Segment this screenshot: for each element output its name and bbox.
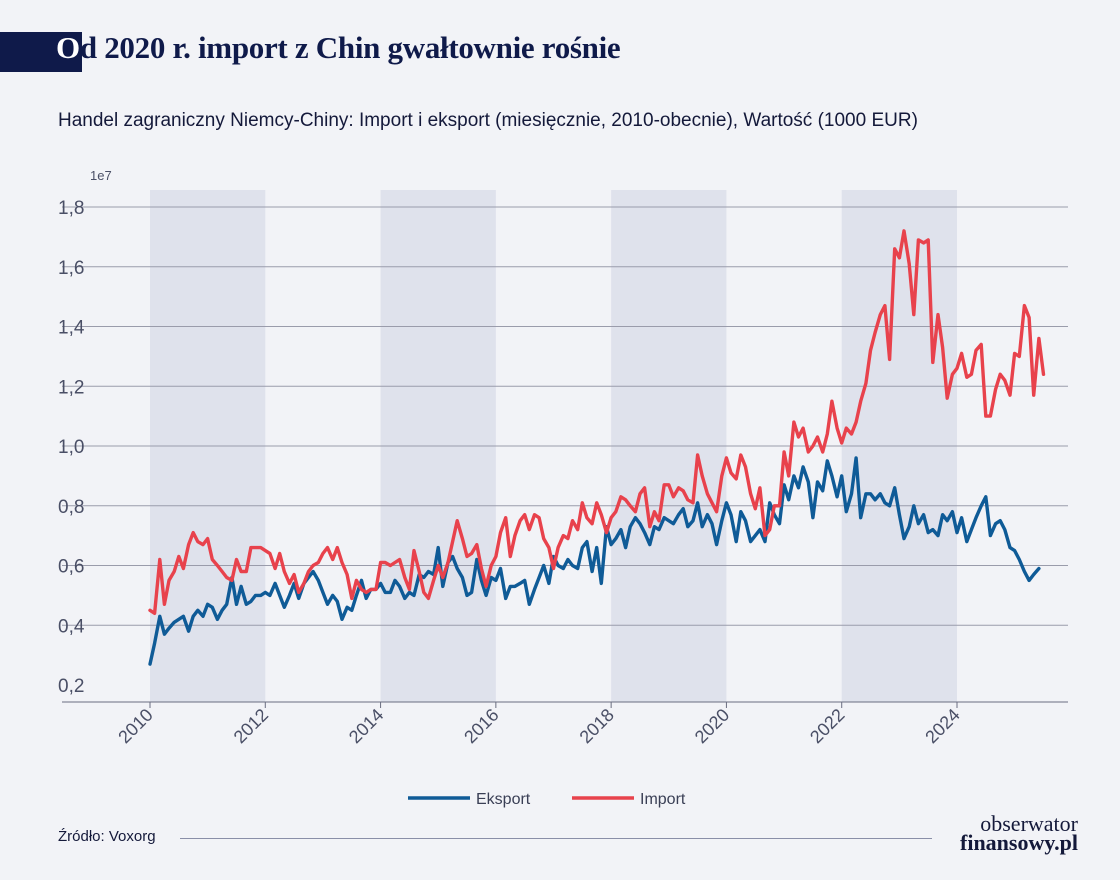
chart-subtitle: Handel zagraniczny Niemcy-Chiny: Import … — [58, 110, 918, 131]
title-text: d 2020 r. import z Chin gwałtownie rośni… — [79, 30, 621, 65]
page-title: Od 2020 r. import z Chin gwałtownie rośn… — [56, 30, 621, 66]
x-tick-label: 2018 — [576, 705, 618, 747]
y-tick-label: 1,6 — [58, 258, 84, 279]
y-tick-label: 1,2 — [58, 377, 84, 398]
x-tick-label: 2010 — [114, 705, 156, 747]
x-tick-label: 2020 — [691, 705, 733, 747]
x-tick-label: 2016 — [460, 705, 502, 747]
logo-line-1: obserwator — [980, 811, 1078, 836]
x-tick-label: 2024 — [921, 705, 963, 747]
y-tick-label: 0,6 — [58, 557, 84, 578]
title-accent-bar — [0, 32, 82, 72]
x-axis: 2010 2012 2014 2016 2018 2020 2022 2024 — [62, 701, 1068, 747]
brand-logo: obserwator finansowy.pl — [960, 811, 1078, 855]
logo-line-2: finansowy.pl — [960, 830, 1078, 855]
y-tick-label: 1,4 — [58, 318, 85, 339]
footer-divider — [180, 838, 932, 839]
y-tick-label: 0,2 — [58, 676, 84, 697]
series-lines — [148, 229, 1046, 666]
x-tick-label: 2022 — [806, 705, 848, 747]
y-axis-ticks: 0,2 0,4 0,6 0,8 1,0 1,2 1,4 1,6 1,8 — [58, 198, 85, 697]
y-tick-label: 1,0 — [58, 437, 84, 458]
legend-label-eksport: Eksport — [476, 791, 531, 808]
y-tick-label: 1,8 — [58, 198, 84, 219]
x-tick-label: 2012 — [230, 705, 272, 747]
y-tick-label: 0,8 — [58, 497, 84, 518]
x-tick-label: 2014 — [345, 705, 387, 747]
chart-legend: Eksport Import — [408, 791, 686, 808]
series-line-import — [148, 229, 1046, 615]
y-gridlines — [62, 206, 1068, 626]
source-note: Źródło: Voxorg — [58, 828, 156, 845]
title-first-letter: O — [56, 30, 80, 65]
series-line-eksport — [148, 456, 1041, 666]
y-tick-label: 0,4 — [58, 616, 85, 637]
legend-label-import: Import — [640, 791, 686, 808]
y-multiplier-label: 1e7 — [90, 168, 112, 183]
